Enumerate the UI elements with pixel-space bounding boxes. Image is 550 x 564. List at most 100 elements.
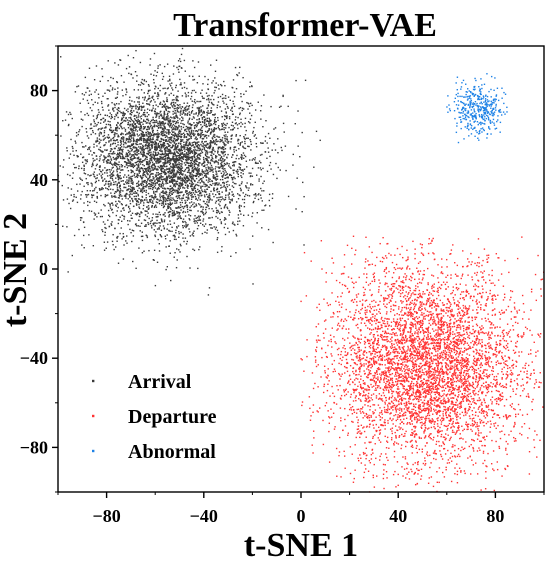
data-point (155, 119, 158, 122)
data-point (173, 142, 176, 144)
data-point (163, 155, 166, 158)
data-point (224, 108, 227, 110)
data-point (194, 130, 197, 132)
data-point (158, 176, 161, 179)
data-point (167, 110, 169, 113)
data-point (141, 147, 143, 149)
data-point (153, 121, 155, 124)
data-point (149, 201, 151, 203)
data-point (169, 203, 171, 205)
data-point (208, 194, 210, 197)
data-point (103, 134, 106, 137)
data-point (174, 145, 177, 148)
data-point (168, 129, 170, 131)
data-point (113, 181, 115, 183)
data-point (175, 84, 178, 87)
data-point (144, 115, 146, 118)
data-point (146, 103, 148, 105)
data-point (172, 175, 175, 178)
data-point (169, 116, 172, 118)
data-point (230, 255, 232, 258)
data-point (202, 83, 204, 85)
data-point (150, 133, 152, 135)
data-point (231, 86, 233, 89)
data-point (190, 132, 193, 134)
data-point (207, 196, 210, 198)
data-point (173, 212, 175, 214)
data-point (169, 124, 172, 127)
data-point (232, 177, 234, 179)
data-point (205, 190, 207, 193)
data-point (208, 199, 211, 201)
data-point (133, 110, 135, 112)
data-point (163, 112, 166, 115)
data-point (185, 155, 187, 158)
data-point (297, 110, 299, 112)
data-point (159, 193, 161, 195)
data-point (71, 145, 74, 148)
data-point (221, 125, 224, 128)
data-point (193, 154, 195, 157)
data-point (96, 158, 98, 160)
data-point (126, 242, 128, 244)
data-point (265, 204, 267, 206)
data-point (211, 102, 213, 105)
data-point (211, 208, 213, 210)
data-point (198, 168, 201, 170)
data-point (186, 128, 188, 130)
data-point (175, 166, 178, 168)
data-point (143, 154, 146, 156)
data-point (118, 148, 121, 151)
data-point (225, 124, 227, 127)
data-point (202, 170, 204, 173)
chart-title: Transformer-VAE (173, 7, 437, 44)
data-point (172, 123, 175, 126)
data-point (128, 211, 130, 213)
data-point (199, 219, 202, 221)
data-point (120, 140, 122, 142)
data-point (119, 155, 121, 158)
data-point (172, 185, 175, 187)
data-point (152, 259, 155, 261)
data-point (126, 181, 129, 183)
data-point (113, 163, 115, 165)
data-point (143, 150, 145, 152)
data-point (132, 260, 134, 263)
data-point (143, 151, 145, 154)
data-point (131, 100, 133, 102)
data-point (153, 82, 155, 84)
data-point (191, 159, 194, 161)
data-point (123, 142, 125, 144)
data-point (228, 209, 230, 212)
data-point (179, 106, 181, 108)
data-point (239, 187, 242, 190)
data-point (76, 154, 78, 157)
data-point (153, 157, 155, 159)
data-point (125, 155, 127, 158)
data-point (225, 97, 227, 100)
data-point (182, 146, 184, 148)
data-point (90, 133, 92, 136)
data-point (136, 173, 138, 175)
data-point (145, 197, 147, 199)
data-point (149, 175, 151, 178)
data-point (142, 128, 145, 130)
data-point (177, 122, 179, 124)
data-point (233, 161, 236, 163)
data-point (102, 95, 104, 97)
data-point (186, 157, 188, 160)
data-point (172, 197, 174, 199)
data-point (227, 142, 229, 144)
data-point (212, 114, 214, 116)
data-point (86, 182, 88, 184)
data-point (234, 119, 237, 121)
data-point (178, 177, 181, 179)
data-point (136, 169, 139, 171)
data-point (110, 148, 112, 150)
data-point (98, 127, 100, 130)
data-point (138, 112, 140, 114)
data-point (193, 165, 196, 168)
data-point (107, 137, 110, 139)
data-point (143, 219, 146, 221)
data-point (81, 141, 83, 144)
